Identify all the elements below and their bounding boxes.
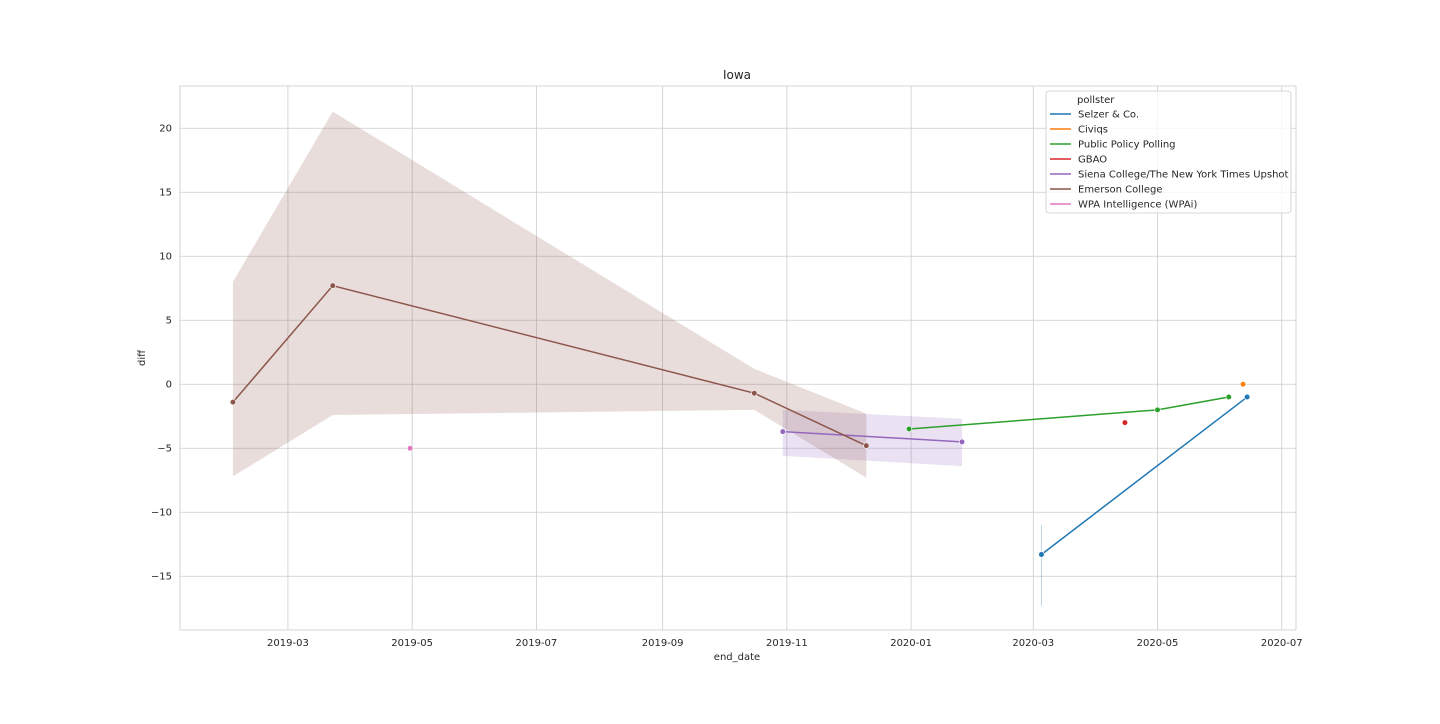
x-tick-label: 2019-11 — [766, 638, 808, 649]
x-tick-label: 2020-05 — [1137, 638, 1179, 649]
data-point — [1154, 406, 1161, 413]
data-point — [958, 438, 966, 445]
x-tick-label: 2020-07 — [1261, 638, 1303, 649]
x-axis-label: end_date — [714, 652, 760, 663]
legend-entry: Civiqs — [1078, 125, 1108, 136]
y-tick-label: 10 — [159, 252, 172, 263]
data-point — [1225, 393, 1232, 401]
data-point — [1121, 419, 1129, 426]
data-point — [329, 282, 336, 289]
ci-band-layer — [232, 111, 1042, 606]
data-point-layer — [229, 282, 1251, 558]
x-tick-label: 2020-03 — [1012, 638, 1054, 649]
chart-title: Iowa — [723, 68, 751, 82]
series-line — [232, 284, 867, 447]
series-line-layer — [232, 284, 1248, 556]
y-tick-label: −10 — [151, 508, 172, 519]
legend-entry: GBAO — [1078, 155, 1107, 166]
data-point — [407, 445, 414, 452]
ci-band — [232, 111, 867, 478]
y-tick-label: 5 — [166, 316, 172, 327]
data-point — [1244, 393, 1251, 401]
legend-entry: Emerson College — [1078, 185, 1162, 196]
y-tick-label: −5 — [157, 444, 172, 455]
legend-entry: Selzer & Co. — [1078, 110, 1139, 121]
x-tick-label: 2019-07 — [515, 638, 557, 649]
data-point — [1038, 551, 1045, 558]
legend-box — [1045, 90, 1292, 214]
legend-title: pollster — [1077, 95, 1115, 106]
x-tick-label: 2019-09 — [642, 638, 684, 649]
legend-entry: WPA Intelligence (WPAi) — [1078, 200, 1197, 211]
plot-frame — [179, 85, 1297, 631]
axis-layer: 2019-03 2019-05 2019-07 2019-09 2019-11 2020-… — [151, 85, 1303, 649]
data-point — [229, 399, 237, 406]
series-line — [782, 430, 963, 443]
x-tick-label: 2019-03 — [267, 638, 309, 649]
data-point — [863, 442, 870, 449]
series-line — [1040, 396, 1248, 556]
legend: pollster Selzer & Co. Civiqs Public Policy… — [1045, 90, 1292, 214]
data-point — [751, 390, 758, 397]
y-axis-label: diff — [137, 349, 148, 366]
y-tick-label: −15 — [151, 572, 172, 583]
ci-band — [782, 409, 963, 467]
data-point — [1239, 381, 1247, 388]
legend-entry: Public Policy Polling — [1078, 140, 1176, 151]
x-tick-label: 2019-05 — [391, 638, 433, 649]
data-point — [779, 428, 786, 435]
data-point — [905, 425, 913, 433]
y-tick-label: 20 — [159, 124, 172, 135]
y-tick-label: 0 — [166, 380, 172, 391]
y-tick-label: 15 — [159, 188, 172, 199]
legend-entry: Siena College/The New York Times Upshot — [1078, 170, 1289, 181]
x-tick-label: 2020-01 — [890, 638, 932, 649]
